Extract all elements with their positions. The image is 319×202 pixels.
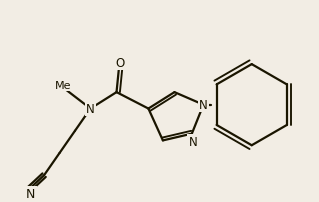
- Text: N: N: [26, 187, 35, 200]
- Text: N: N: [199, 99, 208, 112]
- Text: O: O: [116, 56, 125, 69]
- Text: N: N: [86, 103, 95, 116]
- Text: N: N: [189, 135, 197, 148]
- Text: Me: Me: [55, 81, 72, 91]
